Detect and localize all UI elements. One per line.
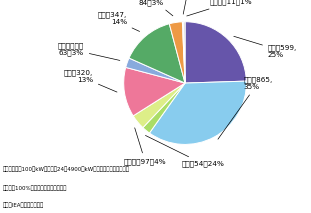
Text: 水力：320,
13%: 水力：320, 13% xyxy=(64,69,117,92)
Wedge shape xyxy=(143,83,185,133)
Text: バイオマス：
63、3%: バイオマス： 63、3% xyxy=(58,42,120,60)
Wedge shape xyxy=(126,58,185,83)
Text: 石油：54、24%: 石油：54、24% xyxy=(146,135,225,167)
Wedge shape xyxy=(150,81,246,144)
Text: 備考：単位：100万kW、合計：24億4900万kW。四捨五入の関係で合計: 備考：単位：100万kW、合計：24億4900万kW。四捨五入の関係で合計 xyxy=(3,166,130,172)
Text: 風力：347,
14%: 風力：347, 14% xyxy=(98,12,140,32)
Wedge shape xyxy=(182,22,185,83)
Text: 太陽光：
84、3%: 太陽光： 84、3% xyxy=(139,0,173,16)
Text: ガス：599,
25%: ガス：599, 25% xyxy=(234,36,297,58)
Text: 地熱：6、0%: 地熱：6、0% xyxy=(171,0,205,14)
Text: 石炊：865,
35%: 石炊：865, 35% xyxy=(218,76,272,139)
Text: が100%にならないことがある。: が100%にならないことがある。 xyxy=(3,185,67,191)
Wedge shape xyxy=(169,22,185,83)
Text: 資料：IEA試算から作成。: 資料：IEA試算から作成。 xyxy=(3,202,44,208)
Wedge shape xyxy=(133,83,185,128)
Wedge shape xyxy=(183,22,185,83)
Wedge shape xyxy=(129,24,185,83)
Text: 原子力：97、4%: 原子力：97、4% xyxy=(124,128,166,165)
Wedge shape xyxy=(124,67,185,116)
Text: その他：11、1%: その他：11、1% xyxy=(187,0,252,16)
Wedge shape xyxy=(185,22,246,83)
